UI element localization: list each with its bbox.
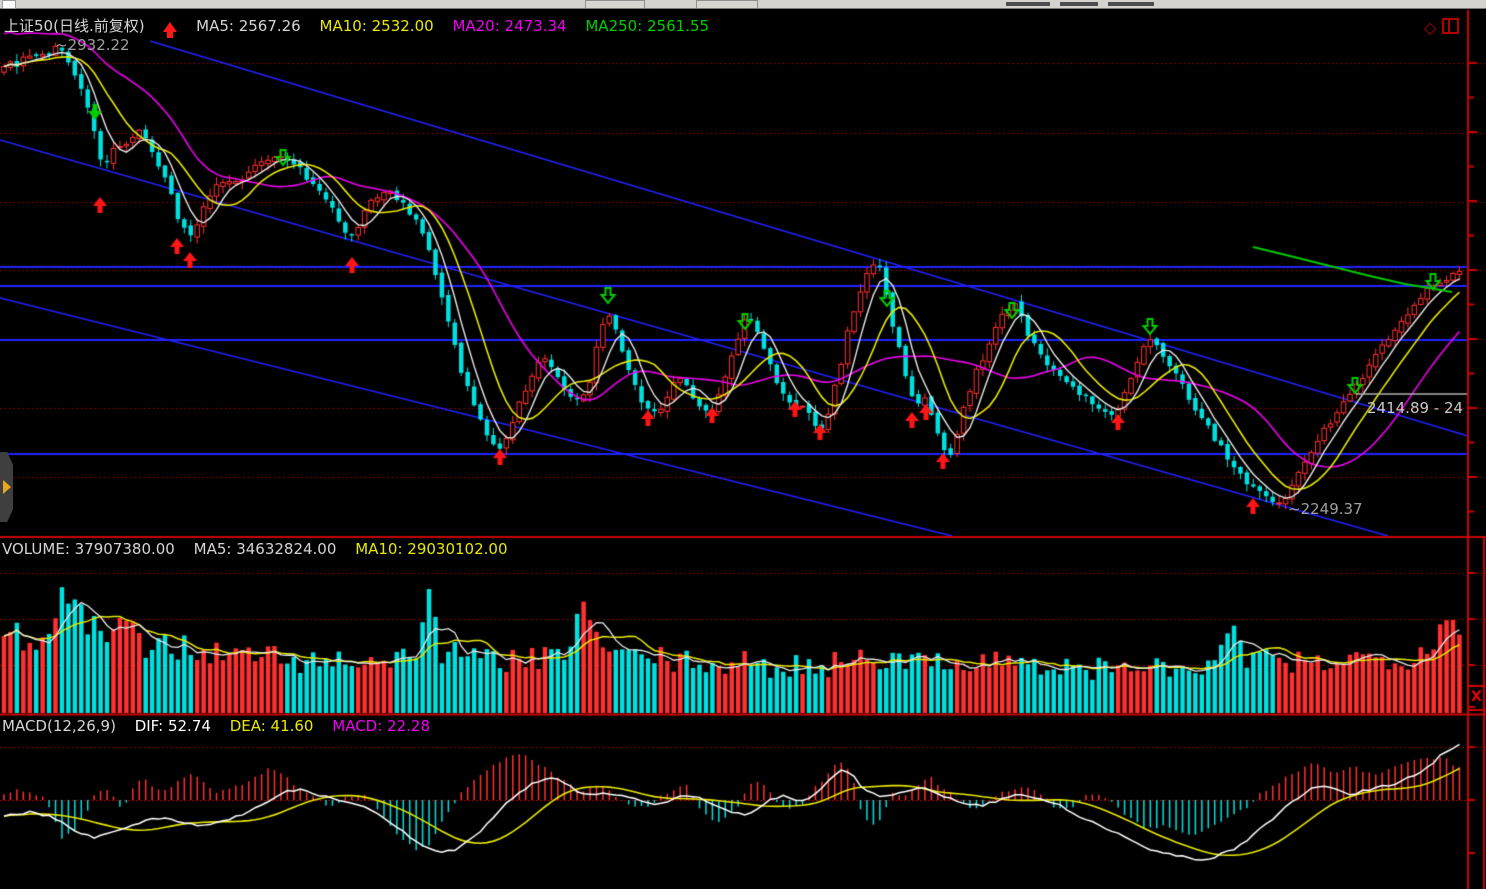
up-arrow-icon xyxy=(163,22,178,38)
symbol-title[interactable]: 上证50(日线.前复权) xyxy=(4,17,145,35)
dea-value: DEA: 41.60 xyxy=(229,717,314,735)
macd-value: MACD: 22.28 xyxy=(332,717,430,735)
ma20-value: MA20: 2473.34 xyxy=(452,17,567,35)
toolbar-text-fragment xyxy=(1006,2,1050,6)
macd-name: MACD(12,26,9) xyxy=(2,717,116,735)
expand-arrow-icon xyxy=(3,480,11,494)
volume-ma5-value: MA5: 34632824.00 xyxy=(193,540,337,558)
axis-x-label[interactable]: X xyxy=(1471,689,1482,705)
volume-pane-header: VOLUME: 37907380.00 MA5: 34632824.00 MA1… xyxy=(2,540,522,558)
toolbar-window-box[interactable] xyxy=(2,0,16,9)
diamond-icon[interactable]: ◇ xyxy=(1424,18,1437,37)
peak-price-annotation: ~2932.22 xyxy=(55,36,130,54)
volume-value: VOLUME: 37907380.00 xyxy=(2,540,175,558)
dif-value: DIF: 52.74 xyxy=(134,717,211,735)
ma10-value: MA10: 2532.00 xyxy=(319,17,434,35)
toolbar-button-1[interactable] xyxy=(585,0,645,8)
split-pane-icon[interactable] xyxy=(1442,18,1460,34)
top-toolbar-clipped xyxy=(0,0,1486,9)
toolbar-text-fragment xyxy=(1108,2,1154,6)
volume-ma10-value: MA10: 29030102.00 xyxy=(355,540,508,558)
macd-pane-header: MACD(12,26,9) DIF: 52.74 DEA: 41.60 MACD… xyxy=(2,717,444,735)
sidebar-expand-handle[interactable] xyxy=(0,452,13,522)
pane-corner-icons: ◇ xyxy=(1424,17,1460,37)
toolbar-button-2[interactable] xyxy=(696,0,758,8)
range-annotation: 2414.89 - 24 xyxy=(1367,399,1464,417)
main-pane-header: 上证50(日线.前复权) MA5: 2567.26 MA10: 2532.00 … xyxy=(4,15,723,38)
trough-price-annotation: ~2249.37 xyxy=(1288,500,1363,518)
ma5-value: MA5: 2567.26 xyxy=(196,17,301,35)
ma250-value: MA250: 2561.55 xyxy=(585,17,710,35)
toolbar-text-fragment xyxy=(1060,2,1098,6)
